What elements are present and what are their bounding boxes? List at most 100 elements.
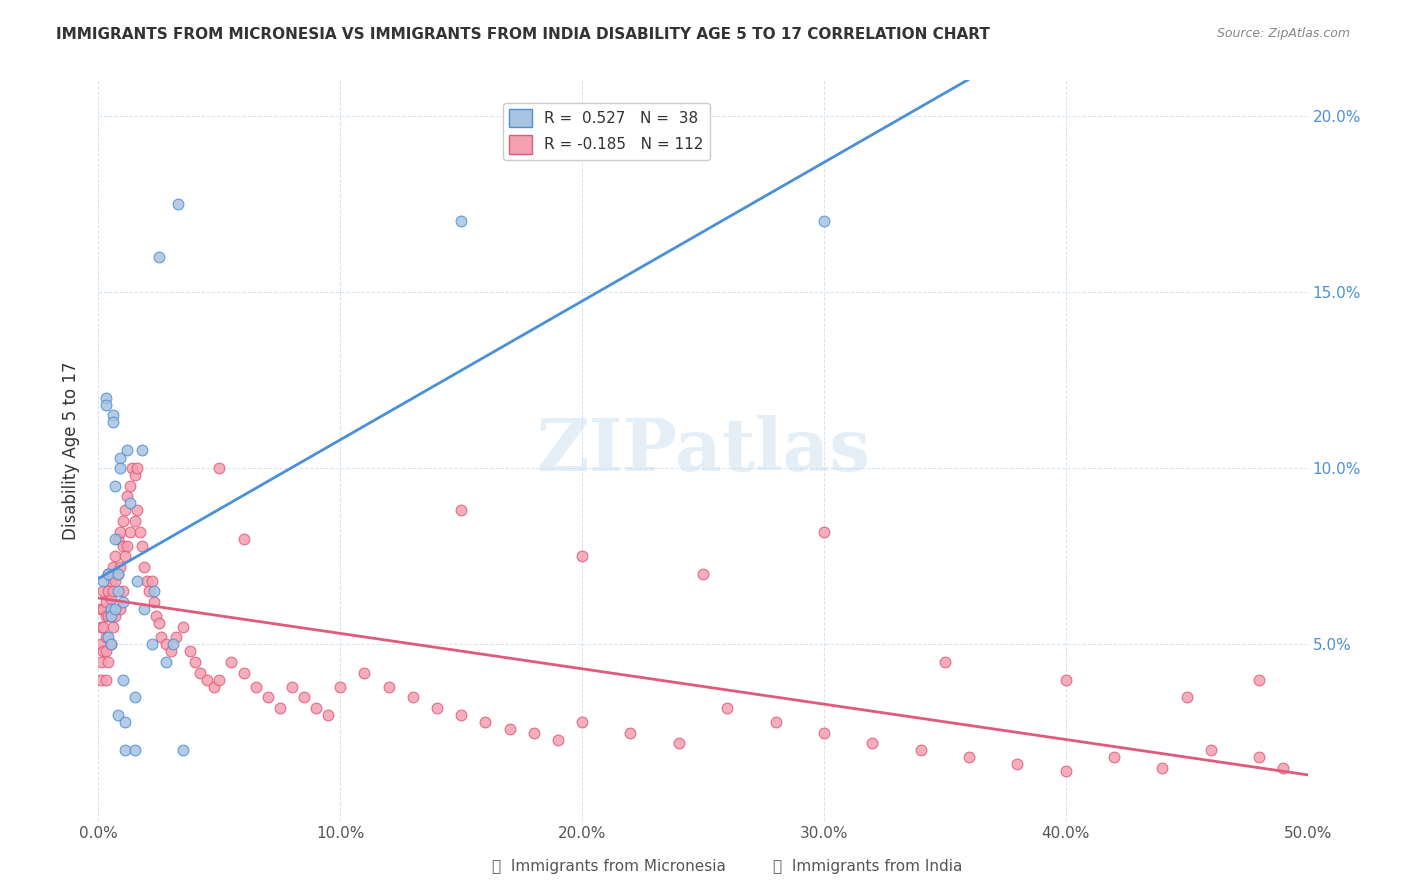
Point bbox=[101, 415, 124, 429]
Point bbox=[94, 391, 117, 405]
Point bbox=[114, 714, 136, 729]
Point bbox=[1152, 761, 1174, 775]
Point bbox=[377, 680, 399, 694]
Point bbox=[111, 584, 134, 599]
Point bbox=[160, 644, 183, 658]
Point bbox=[135, 574, 157, 588]
Point bbox=[104, 574, 127, 588]
Point bbox=[141, 637, 163, 651]
Point bbox=[104, 479, 127, 493]
Point bbox=[94, 609, 117, 624]
Point bbox=[100, 637, 122, 651]
Point bbox=[127, 574, 149, 588]
Point bbox=[813, 524, 835, 539]
Point bbox=[118, 496, 141, 510]
Point bbox=[108, 602, 131, 616]
Point bbox=[860, 736, 883, 750]
Point bbox=[107, 584, 129, 599]
Point bbox=[165, 630, 187, 644]
Point bbox=[90, 655, 112, 669]
Point bbox=[121, 461, 143, 475]
Text: Source: ZipAtlas.com: Source: ZipAtlas.com bbox=[1216, 27, 1350, 40]
Point bbox=[245, 680, 267, 694]
Point bbox=[1054, 764, 1077, 779]
Point bbox=[1054, 673, 1077, 687]
Point bbox=[91, 574, 114, 588]
Point bbox=[124, 743, 146, 757]
Point bbox=[934, 655, 956, 669]
Point bbox=[619, 725, 641, 739]
Point bbox=[155, 655, 177, 669]
Point bbox=[571, 549, 593, 564]
Point bbox=[107, 566, 129, 581]
Point bbox=[104, 532, 127, 546]
Point bbox=[188, 665, 211, 680]
Point bbox=[692, 566, 714, 581]
Point bbox=[148, 616, 170, 631]
Point bbox=[208, 461, 231, 475]
Point bbox=[100, 591, 122, 606]
Point bbox=[208, 673, 231, 687]
Point bbox=[474, 714, 496, 729]
Point bbox=[131, 539, 153, 553]
Point bbox=[111, 514, 134, 528]
Text: IMMIGRANTS FROM MICRONESIA VS IMMIGRANTS FROM INDIA DISABILITY AGE 5 TO 17 CORRE: IMMIGRANTS FROM MICRONESIA VS IMMIGRANTS… bbox=[56, 27, 990, 42]
Point bbox=[162, 637, 184, 651]
Point bbox=[108, 450, 131, 465]
Point bbox=[114, 743, 136, 757]
Point bbox=[523, 725, 546, 739]
Point bbox=[172, 743, 194, 757]
Point bbox=[97, 630, 120, 644]
Text: ⬜  Immigrants from India: ⬜ Immigrants from India bbox=[773, 859, 963, 874]
Point bbox=[716, 701, 738, 715]
Point bbox=[111, 539, 134, 553]
Point bbox=[221, 655, 243, 669]
Point bbox=[114, 549, 136, 564]
Point bbox=[117, 489, 139, 503]
Point bbox=[402, 690, 425, 705]
Point bbox=[118, 524, 141, 539]
Point bbox=[104, 609, 127, 624]
Point bbox=[668, 736, 690, 750]
Legend: R =  0.527   N =  38, R = -0.185   N = 112: R = 0.527 N = 38, R = -0.185 N = 112 bbox=[503, 103, 710, 160]
Point bbox=[117, 539, 139, 553]
Point bbox=[100, 637, 122, 651]
Point bbox=[813, 725, 835, 739]
Point bbox=[90, 620, 112, 634]
Point bbox=[128, 524, 150, 539]
Point bbox=[141, 574, 163, 588]
Point bbox=[124, 690, 146, 705]
Point bbox=[100, 574, 122, 588]
Point bbox=[104, 549, 127, 564]
Point bbox=[910, 743, 932, 757]
Point bbox=[90, 673, 112, 687]
Point bbox=[94, 398, 117, 412]
Point bbox=[117, 443, 139, 458]
Point bbox=[111, 673, 134, 687]
Point bbox=[353, 665, 375, 680]
Point bbox=[97, 655, 120, 669]
Point bbox=[94, 644, 117, 658]
Point bbox=[97, 566, 120, 581]
Point bbox=[450, 707, 472, 722]
Point bbox=[1007, 757, 1029, 772]
Point bbox=[114, 503, 136, 517]
Point bbox=[94, 595, 117, 609]
Point bbox=[118, 479, 141, 493]
Point bbox=[145, 609, 167, 624]
Point bbox=[97, 566, 120, 581]
Point bbox=[765, 714, 787, 729]
Point bbox=[134, 602, 156, 616]
Point bbox=[281, 680, 304, 694]
Point bbox=[204, 680, 226, 694]
Point bbox=[167, 196, 190, 211]
Point bbox=[101, 620, 124, 634]
Point bbox=[498, 722, 520, 736]
Point bbox=[426, 701, 449, 715]
Point bbox=[1272, 761, 1295, 775]
Point bbox=[329, 680, 352, 694]
Point bbox=[90, 602, 112, 616]
Point bbox=[124, 468, 146, 483]
Point bbox=[101, 584, 124, 599]
Point bbox=[100, 602, 122, 616]
